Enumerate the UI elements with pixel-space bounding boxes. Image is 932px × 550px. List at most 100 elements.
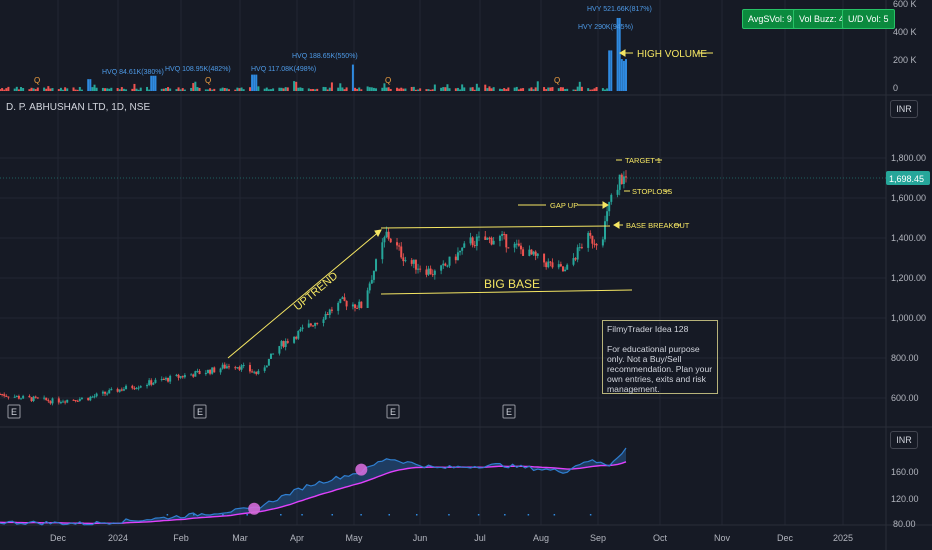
- indicator-currency-button[interactable]: INR: [890, 431, 918, 449]
- annotation-lines: [227, 49, 713, 359]
- candle-body: [135, 388, 138, 390]
- volume-bar: [116, 88, 119, 91]
- candle-body: [419, 268, 422, 270]
- volume-bar: [211, 89, 214, 91]
- volume-bar: [360, 89, 363, 91]
- volume-bar: [505, 89, 508, 91]
- candle-body: [263, 367, 266, 371]
- volume-bar: [625, 59, 627, 91]
- volume-bar: [557, 88, 560, 91]
- candle-body: [427, 268, 430, 275]
- candle-body: [293, 336, 296, 343]
- volume-bar: [253, 74, 256, 91]
- rs-marker-dot: [553, 514, 556, 516]
- volume-bar: [108, 88, 111, 91]
- volume-bar: [477, 87, 480, 91]
- volume-bar: [1, 88, 4, 91]
- volume-bar: [59, 87, 62, 91]
- volume-bar: [517, 89, 520, 91]
- earnings-marker-1[interactable]: E: [11, 407, 17, 417]
- volume-bar: [62, 89, 65, 91]
- candle-body: [91, 396, 94, 398]
- price-tick-3: 1,400.00: [891, 233, 926, 243]
- candle-body: [492, 240, 495, 245]
- earnings-marker-2[interactable]: E: [197, 407, 203, 417]
- volume-bar: [572, 89, 575, 91]
- candle-body: [324, 313, 327, 320]
- candle-body: [106, 393, 109, 395]
- volume-bar: [578, 81, 581, 91]
- candle-body: [557, 264, 560, 268]
- volume-bar: [381, 87, 384, 91]
- volume-bar: [106, 88, 109, 91]
- price-tick-5: 1,000.00: [891, 313, 926, 323]
- volume-bar: [192, 83, 195, 91]
- candle-body: [162, 378, 165, 380]
- high-volume-arrowhead: [619, 49, 626, 57]
- candle-body: [339, 298, 342, 303]
- candle-body: [95, 393, 98, 397]
- volume-bar: [269, 89, 272, 91]
- time-label-2024: 2024: [108, 533, 128, 543]
- time-label-nov: Nov: [714, 533, 731, 543]
- volume-bar: [515, 86, 518, 91]
- candle-body: [204, 372, 207, 375]
- candle-body: [146, 385, 149, 387]
- volume-bar: [469, 87, 472, 91]
- currency-button[interactable]: INR: [890, 100, 918, 118]
- earnings-marker-3[interactable]: E: [390, 407, 396, 417]
- candle-body: [175, 374, 178, 376]
- volume-bar: [76, 89, 79, 91]
- candle-body: [358, 301, 361, 308]
- volume-bar: [616, 17, 619, 92]
- candle-body: [326, 313, 329, 315]
- volume-bar: [137, 89, 140, 91]
- volume-bar: [522, 88, 525, 91]
- volume-tick-4: 0: [893, 83, 898, 93]
- candle-body: [154, 379, 157, 383]
- volume-label-1: HVQ 84.61K(380%): [102, 69, 164, 76]
- candle-body: [559, 264, 562, 267]
- candle-body: [74, 400, 77, 402]
- candle-body: [211, 367, 214, 374]
- candle-body: [448, 256, 451, 266]
- candle-body: [137, 387, 140, 389]
- rs-marker-dot: [504, 514, 506, 516]
- volume-bar: [473, 89, 476, 91]
- candle-body: [354, 304, 357, 308]
- volume-bar: [471, 87, 474, 91]
- volume-bar: [337, 87, 340, 91]
- rs-marker-dot: [388, 514, 390, 516]
- candle-body: [490, 237, 493, 245]
- candle-body: [125, 385, 128, 390]
- volume-bar: [414, 89, 417, 91]
- volume-bar: [328, 87, 331, 91]
- volume-bar: [530, 87, 533, 91]
- candle-body: [295, 336, 298, 339]
- candle-body: [238, 367, 241, 370]
- volume-bar: [324, 87, 327, 91]
- volume-bar: [490, 88, 493, 91]
- candle-body: [206, 369, 209, 373]
- candle-body: [442, 263, 445, 266]
- candle-body: [236, 367, 239, 369]
- candle-body: [501, 234, 504, 236]
- volume-bar: [49, 88, 52, 91]
- candle-body: [547, 261, 550, 268]
- candle-body: [375, 259, 378, 271]
- volume-label-5: HVY 290K(945%): [578, 24, 633, 31]
- candle-body: [368, 283, 371, 291]
- symbol-title[interactable]: D. P. ABHUSHAN LTD, 1D, NSE: [6, 102, 151, 113]
- candle-body: [471, 237, 474, 246]
- gap-up-arrowhead: [602, 201, 609, 209]
- volume-bar: [45, 88, 48, 91]
- volume-bar: [345, 87, 348, 91]
- volume-bar: [240, 87, 243, 91]
- earnings-marker-4[interactable]: E: [506, 407, 512, 417]
- volume-bar: [427, 89, 430, 91]
- volume-bar: [339, 83, 342, 91]
- candle-body: [43, 397, 46, 399]
- volume-bar: [446, 84, 449, 91]
- volume-bar: [139, 87, 142, 91]
